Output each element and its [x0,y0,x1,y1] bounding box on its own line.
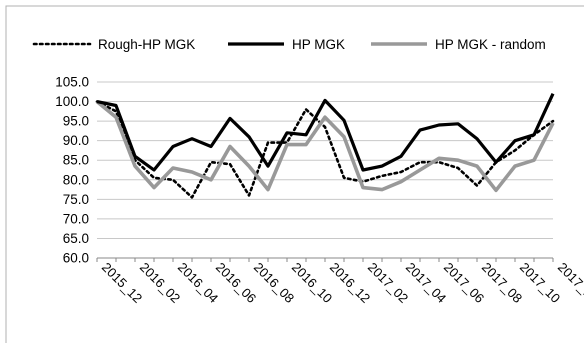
y-tick-label: 90.0 [63,133,89,148]
legend-label: HP MGK [292,37,345,52]
y-tick-label: 60.0 [63,251,89,266]
y-axis-tick-labels: 60.0 65.0 70.0 75.0 80.0 85.0 90.0 95.0 100.0 105… [55,75,89,266]
y-tick-label: 105.0 [55,75,89,90]
y-tick-label: 95.0 [63,114,89,129]
series-line-hp-mgk [96,93,555,172]
y-tick-label: 65.0 [63,231,89,246]
y-tick-label: 100.0 [55,94,89,109]
legend: Rough-HP MGK HP MGK HP MGK - random [32,37,546,52]
series-line-hp-mgk-random [95,100,555,193]
legend-label: HP MGK - random [435,37,546,52]
series-line-rough-hp-mgk [95,100,555,199]
series-lines [95,93,555,199]
y-tick-label: 85.0 [63,153,89,168]
y-tick-label: 70.0 [63,211,89,226]
y-tick-label: 75.0 [63,192,89,207]
legend-label: Rough-HP MGK [98,37,195,52]
y-tick-label: 80.0 [63,172,89,187]
